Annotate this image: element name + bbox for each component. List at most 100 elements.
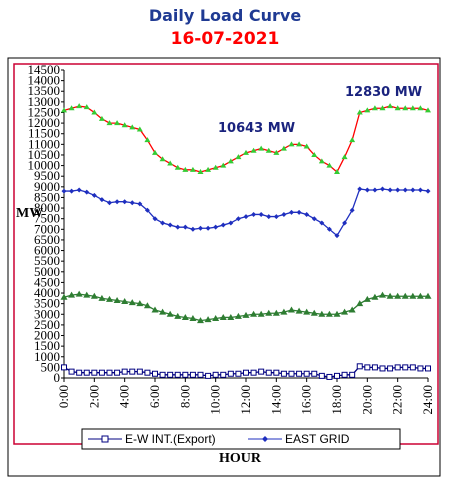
data-point-ew-int-26 bbox=[258, 368, 265, 375]
x-tick-label: 16:00 bbox=[299, 385, 314, 415]
data-point-lower-28 bbox=[272, 309, 280, 316]
data-point-east-grid-24 bbox=[243, 214, 249, 220]
data-point-ew-int-29 bbox=[280, 370, 287, 377]
data-point-upper-32 bbox=[303, 143, 310, 149]
data-point-ew-int-39 bbox=[356, 363, 363, 370]
data-point-ew-int-38 bbox=[349, 371, 356, 378]
data-point-ew-int-0 bbox=[61, 364, 67, 371]
data-point-lower-48 bbox=[424, 292, 432, 299]
data-point-lower-40 bbox=[363, 295, 371, 302]
data-point-lower-33 bbox=[310, 309, 318, 316]
data-point-east-grid-45 bbox=[402, 187, 408, 193]
x-tick-label: 6:00 bbox=[147, 385, 162, 408]
y-axis-label: MW bbox=[16, 206, 43, 221]
y-tick-label: 13500 bbox=[28, 83, 61, 98]
data-point-east-grid-10 bbox=[137, 201, 143, 207]
data-point-ew-int-5 bbox=[98, 369, 105, 376]
data-point-lower-15 bbox=[174, 312, 182, 319]
legend-box bbox=[81, 428, 401, 450]
data-point-lower-16 bbox=[181, 313, 189, 320]
data-point-ew-int-23 bbox=[235, 370, 242, 377]
data-point-ew-int-35 bbox=[326, 373, 333, 380]
data-point-upper-45 bbox=[402, 105, 409, 111]
chart-subtitle: 16-07-2021 bbox=[170, 29, 280, 49]
data-point-ew-int-11 bbox=[144, 369, 151, 376]
chart-title: Daily Load Curve bbox=[148, 6, 302, 25]
x-axis-label: HOUR bbox=[219, 451, 262, 466]
data-point-ew-int-8 bbox=[121, 368, 128, 375]
data-point-ew-int-4 bbox=[91, 369, 98, 376]
data-point-upper-37 bbox=[341, 154, 348, 160]
data-point-lower-4 bbox=[90, 292, 98, 299]
x-tick-label: 20:00 bbox=[359, 385, 374, 415]
data-point-lower-12 bbox=[151, 306, 159, 313]
y-tick-label: 6500 bbox=[34, 232, 60, 247]
data-point-upper-0 bbox=[61, 107, 67, 113]
data-point-ew-int-31 bbox=[296, 370, 303, 377]
y-tick-label: 12000 bbox=[28, 115, 61, 130]
data-point-ew-int-13 bbox=[159, 371, 166, 378]
data-point-upper-29 bbox=[280, 145, 287, 151]
data-point-east-grid-5 bbox=[99, 197, 105, 203]
x-tick-label: 2:00 bbox=[86, 385, 101, 408]
data-point-lower-45 bbox=[401, 292, 409, 299]
data-point-upper-6 bbox=[106, 120, 113, 126]
data-point-east-grid-48 bbox=[425, 188, 431, 194]
data-point-lower-41 bbox=[371, 293, 379, 300]
data-point-upper-33 bbox=[311, 151, 318, 157]
legend-swatch-marker-east bbox=[262, 436, 268, 442]
y-tick-label: 11500 bbox=[28, 126, 60, 141]
data-point-lower-42 bbox=[379, 291, 386, 298]
y-tick-label: 9500 bbox=[34, 168, 60, 183]
data-point-east-grid-23 bbox=[235, 216, 241, 222]
data-point-east-grid-17 bbox=[190, 226, 196, 232]
data-point-east-grid-40 bbox=[364, 187, 370, 193]
data-point-east-grid-25 bbox=[251, 211, 257, 217]
data-point-ew-int-44 bbox=[394, 364, 401, 371]
x-tick-label: 0:00 bbox=[56, 385, 71, 408]
data-point-ew-int-45 bbox=[402, 364, 409, 371]
data-point-ew-int-48 bbox=[425, 365, 431, 372]
data-point-east-grid-29 bbox=[281, 211, 287, 217]
y-tick-label: 1000 bbox=[34, 349, 60, 364]
data-point-east-grid-15 bbox=[175, 224, 181, 230]
data-point-lower-27 bbox=[265, 309, 273, 316]
data-point-east-grid-9 bbox=[129, 200, 135, 206]
data-point-ew-int-27 bbox=[265, 369, 272, 376]
data-point-upper-12 bbox=[152, 149, 158, 155]
x-tick-label: 24:00 bbox=[420, 385, 435, 415]
y-tick-label: 12500 bbox=[28, 104, 61, 119]
data-point-lower-37 bbox=[341, 308, 349, 315]
annotation-label-0: 12830 MW bbox=[345, 85, 422, 100]
data-point-east-grid-46 bbox=[410, 187, 416, 193]
data-point-upper-9 bbox=[129, 124, 136, 130]
data-point-lower-38 bbox=[348, 306, 356, 313]
data-point-lower-14 bbox=[166, 310, 174, 317]
data-point-ew-int-1 bbox=[68, 368, 75, 375]
data-point-upper-28 bbox=[273, 149, 280, 155]
data-point-east-grid-2 bbox=[76, 187, 82, 193]
data-point-lower-1 bbox=[68, 291, 76, 298]
data-point-east-grid-26 bbox=[258, 211, 264, 217]
y-tick-label: 3500 bbox=[34, 296, 60, 311]
data-point-upper-13 bbox=[159, 156, 166, 162]
data-point-ew-int-37 bbox=[341, 371, 348, 378]
annotations: 12830 MW 10643 MW bbox=[218, 85, 422, 136]
annotation-label-1: 10643 MW bbox=[218, 121, 295, 136]
x-tick-label: 12:00 bbox=[238, 385, 253, 415]
y-tick-label: 6000 bbox=[34, 243, 60, 258]
data-point-lower-29 bbox=[280, 308, 288, 315]
data-point-lower-0 bbox=[60, 293, 68, 300]
data-point-upper-4 bbox=[91, 109, 98, 115]
data-point-lower-2 bbox=[75, 290, 83, 297]
data-point-upper-39 bbox=[356, 109, 363, 115]
data-point-upper-43 bbox=[387, 103, 394, 109]
data-point-east-grid-12 bbox=[152, 216, 158, 222]
data-point-ew-int-41 bbox=[371, 364, 378, 371]
x-tick-label: 8:00 bbox=[177, 385, 192, 408]
data-point-lower-7 bbox=[113, 296, 121, 303]
data-point-lower-5 bbox=[98, 294, 106, 301]
data-point-upper-15 bbox=[174, 164, 181, 170]
data-point-upper-18 bbox=[197, 168, 204, 174]
